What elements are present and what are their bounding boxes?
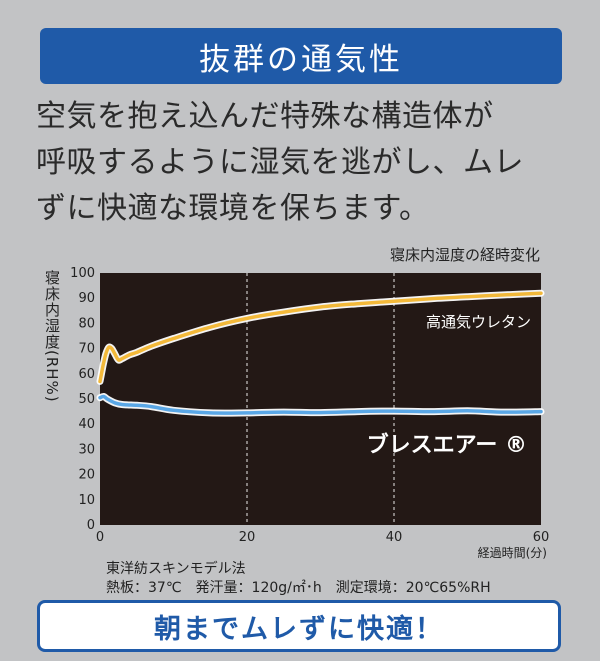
series-line xyxy=(98,394,543,415)
y-tick-label: 30 xyxy=(78,442,95,457)
title-banner: 抜群の通気性 xyxy=(40,28,562,84)
x-tick-label: 60 xyxy=(533,530,550,545)
y-tick-label: 90 xyxy=(78,291,95,306)
test-conditions: 熱板：37℃ 発汗量：120g/㎡･h 測定環境：20℃65%RH xyxy=(106,580,491,596)
test-method: 東洋紡スキンモデル法 xyxy=(106,561,246,577)
series-label: ブレスエアー ® xyxy=(367,432,527,458)
y-tick-label: 100 xyxy=(70,266,95,281)
y-tick-label: 80 xyxy=(78,316,95,331)
plot-area xyxy=(100,273,541,525)
series-line xyxy=(98,291,543,384)
footer-text: 朝までムレずに快適！ xyxy=(154,613,444,645)
y-tick-label: 0 xyxy=(87,518,95,533)
description-line: 呼吸するように湿気を逃がし、ムレ xyxy=(36,145,524,180)
x-tick-label: 20 xyxy=(239,530,256,545)
y-tick-label: 60 xyxy=(78,367,95,382)
x-tick-label: 0 xyxy=(96,530,104,545)
x-tick-label: 40 xyxy=(386,530,403,545)
footer-banner: 朝までムレずに快適！ xyxy=(37,600,561,652)
y-tick-label: 40 xyxy=(78,417,95,432)
description-line: 空気を抱え込んだ特殊な構造体が xyxy=(36,99,494,134)
y-tick-label: 50 xyxy=(78,392,95,407)
y-tick-label: 10 xyxy=(78,493,95,508)
x-axis-label: 経過時間(分) xyxy=(478,546,547,560)
y-tick-label: 20 xyxy=(78,468,95,483)
banner-title: 抜群の通気性 xyxy=(199,41,403,78)
chart-title: 寝床内湿度の経時変化 xyxy=(389,246,540,264)
y-tick-label: 70 xyxy=(78,342,95,357)
test-notes: 東洋紡スキンモデル法 熱板：37℃ 発汗量：120g/㎡･h 測定環境：20℃6… xyxy=(106,560,491,598)
description-line: ずに快適な環境を保ちます。 xyxy=(36,191,430,226)
y-axis-label: 寝床内湿度(RH%) xyxy=(43,270,61,403)
description: 空気を抱え込んだ特殊な構造体が 呼吸するように湿気を逃がし、ムレ ずに快適な環境… xyxy=(36,94,576,232)
series-label: 高通気ウレタン xyxy=(426,313,531,331)
